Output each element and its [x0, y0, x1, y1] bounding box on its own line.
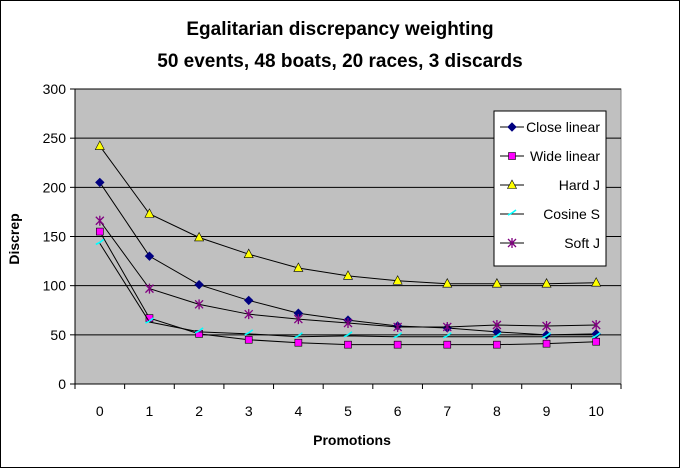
data-point-hard-j: [243, 248, 254, 259]
data-point-hard-j: [541, 278, 552, 288]
data-point-hard-j: [392, 275, 403, 285]
x-tick-label: 9: [543, 403, 551, 419]
x-tick-label: 6: [394, 403, 402, 419]
data-point-hard-j: [343, 270, 353, 280]
y-tick-label: 0: [58, 376, 66, 392]
legend-label-close-linear: Close linear: [526, 119, 600, 135]
x-axis-title: Promotions: [313, 432, 391, 448]
data-point-cosine-s: [244, 329, 254, 336]
data-point-cosine-s: [591, 332, 601, 339]
x-tick-label: 0: [96, 403, 104, 419]
data-point-soft-j: [144, 283, 154, 294]
legend-marker-close-linear: [507, 122, 517, 132]
data-point-soft-j: [492, 320, 502, 330]
legend-label-soft-j: Soft J: [564, 235, 600, 251]
y-tick-label: 200: [43, 179, 67, 195]
data-point-cosine-s: [145, 317, 154, 324]
legend-label-cosine-s: Cosine S: [543, 206, 600, 222]
data-point-cosine-s: [542, 332, 552, 339]
x-tick-label: 4: [294, 403, 302, 419]
data-point-soft-j: [244, 309, 254, 320]
data-point-soft-j: [591, 320, 601, 330]
legend-label-hard-j: Hard J: [559, 177, 600, 193]
data-point-soft-j: [194, 299, 204, 310]
y-tick-label: 150: [43, 229, 67, 245]
data-point-close-linear: [591, 329, 601, 339]
data-point-hard-j: [194, 231, 205, 242]
x-tick-label: 1: [146, 403, 154, 419]
data-point-cosine-s: [442, 332, 452, 339]
data-point-hard-j: [442, 278, 453, 288]
legend-marker-cosine-s: [507, 209, 517, 216]
data-point-hard-j: [491, 278, 502, 288]
x-tick-label: 8: [493, 403, 501, 419]
data-point-close-linear: [244, 295, 254, 306]
y-axis-title: Discrep: [6, 213, 22, 264]
data-point-cosine-s: [343, 331, 353, 338]
data-point-soft-j: [542, 320, 552, 331]
data-point-cosine-s: [194, 327, 204, 334]
y-tick-label: 300: [43, 81, 67, 97]
data-point-wide-linear: [294, 338, 303, 347]
data-point-wide-linear: [493, 340, 501, 349]
data-point-wide-linear: [96, 227, 104, 236]
data-point-soft-j: [343, 318, 353, 329]
legend-marker-soft-j: [507, 238, 517, 248]
x-tick-label: 10: [588, 403, 604, 419]
data-point-wide-linear: [344, 340, 352, 349]
legend: Close linear Wide linear Hard J Cosine S Sof…: [493, 110, 607, 267]
data-point-hard-j: [293, 262, 304, 272]
series-soft-j: [95, 215, 601, 332]
y-tick-label: 100: [43, 278, 67, 294]
data-point-cosine-s: [492, 332, 502, 339]
chart-title: Egalitarian discrepancy weighting: [186, 19, 493, 40]
data-point-soft-j: [95, 215, 105, 226]
data-point-cosine-s: [294, 332, 303, 339]
y-tick-label: 250: [43, 130, 67, 146]
series-line-cosine-s: [99, 243, 597, 338]
data-point-close-linear: [95, 177, 105, 188]
x-tick-label: 7: [443, 403, 451, 419]
data-point-wide-linear: [443, 340, 452, 349]
data-point-soft-j: [393, 321, 403, 332]
data-point-wide-linear: [393, 340, 402, 349]
data-point-wide-linear: [244, 335, 253, 344]
x-tick-label: 2: [195, 403, 203, 419]
y-tick-label: 50: [50, 327, 66, 343]
data-point-wide-linear: [592, 337, 600, 346]
x-tick-label: 3: [245, 403, 253, 419]
data-point-hard-j: [591, 277, 602, 287]
data-point-hard-j: [144, 208, 155, 218]
legend-marker-hard-j: [507, 179, 517, 189]
data-point-soft-j: [293, 314, 303, 325]
series-cosine-s: [95, 238, 601, 339]
data-point-hard-j: [94, 140, 105, 150]
data-point-soft-j: [442, 321, 452, 332]
legend-label-wide-linear: Wide linear: [530, 148, 600, 164]
data-point-cosine-s: [393, 332, 403, 339]
legend-marker-wide-linear: [508, 152, 516, 160]
data-point-close-linear: [194, 279, 204, 290]
x-tick-label: 5: [344, 403, 352, 419]
data-point-cosine-s: [95, 238, 105, 246]
chart-subtitle: 50 events, 48 boats, 20 races, 3 discard…: [157, 51, 522, 72]
data-point-close-linear: [144, 251, 155, 261]
series-hard-j: [94, 140, 602, 288]
data-point-wide-linear: [542, 339, 551, 348]
